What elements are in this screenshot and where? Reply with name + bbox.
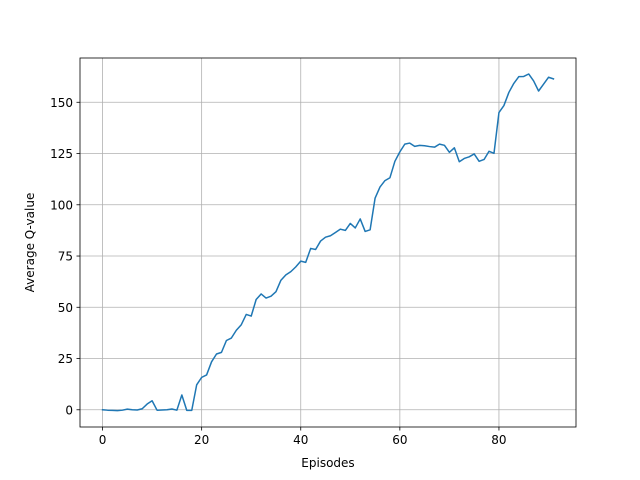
y-tick-label: 100 [50, 198, 73, 212]
plot-area [101, 73, 555, 412]
y-tick-label: 125 [50, 147, 73, 161]
y-tick-label: 25 [58, 352, 73, 366]
axes-frame [79, 57, 577, 428]
y-tick-label: 150 [50, 96, 73, 110]
x-tick-label: 40 [293, 433, 308, 447]
series-line [101, 73, 555, 412]
x-tick-label: 20 [194, 433, 209, 447]
x-tick-label: 0 [99, 433, 107, 447]
x-tick-label: 60 [392, 433, 407, 447]
y-tick-label: 0 [65, 403, 73, 417]
y-tick-label: 75 [58, 250, 73, 264]
ticks: 0 20 40 60 80 0 25 50 75 100 125 150 [50, 96, 506, 447]
y-tick-label: 50 [58, 301, 73, 315]
x-tick-label: 80 [491, 433, 506, 447]
x-axis-label: Episodes [301, 456, 354, 470]
y-axis-label: Average Q-value [23, 193, 37, 293]
